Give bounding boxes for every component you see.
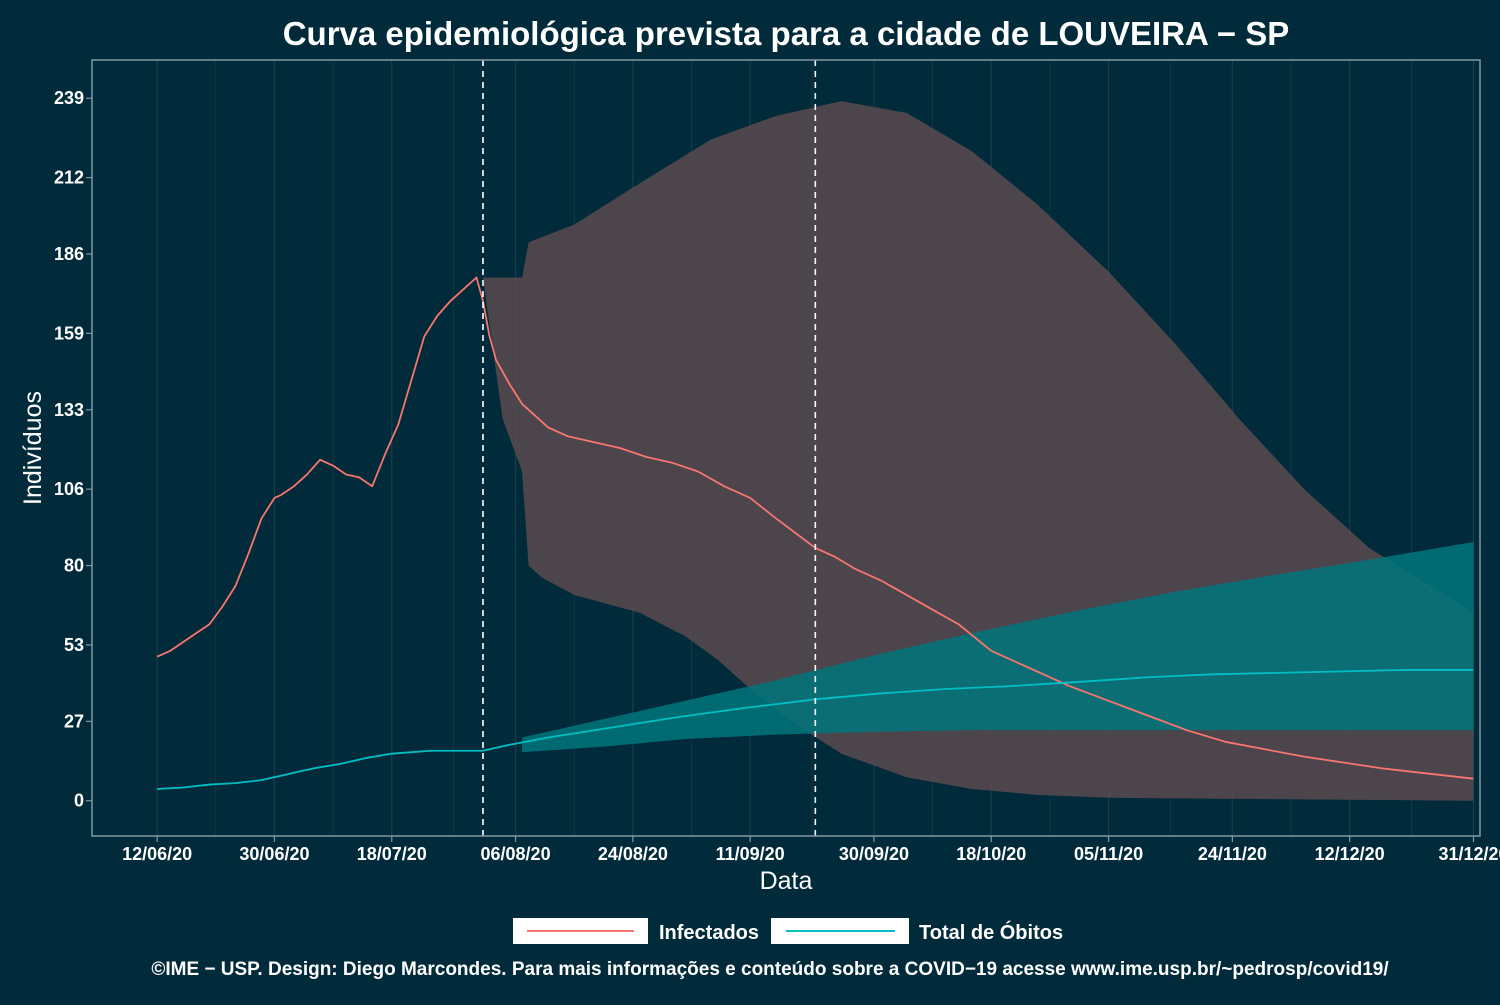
series-infectados-line: [156, 276, 1474, 780]
x-tick-label: 12/12/20: [1315, 844, 1385, 864]
x-tick-label: 30/09/20: [839, 844, 909, 864]
y-tick-label: 212: [54, 168, 84, 188]
legend-label-infectados: Infectados: [659, 922, 759, 944]
band-layer: [482, 101, 1474, 801]
y-axis-label: Indivíduos: [19, 391, 47, 505]
footer-credit: ©IME − USP. Design: Diego Marcondes. Par…: [151, 959, 1389, 980]
y-tick-label: 106: [54, 479, 84, 499]
x-tick-label: 05/11/20: [1074, 844, 1143, 864]
x-tick-label: 24/11/20: [1198, 844, 1267, 864]
x-tick-label: 24/08/20: [598, 844, 668, 864]
axis-layer: 0 27 53 80 106 133 159 186 212 239 12/06/20 30/06/2…: [54, 88, 1500, 864]
x-tick-label: 30/06/20: [239, 844, 309, 864]
series-obitos-line: [157, 669, 1474, 790]
legend-item-obitos: Total de Óbitos: [771, 918, 1063, 944]
panel-border: [91, 59, 1481, 837]
vline-layer: [482, 60, 817, 836]
x-tick-label: 18/07/20: [357, 844, 427, 864]
y-tick-label: 27: [64, 711, 84, 731]
legend-label-obitos: Total de Óbitos: [919, 920, 1063, 944]
y-tick-label: 159: [54, 323, 84, 343]
x-tick-label: 11/09/20: [716, 844, 785, 864]
x-tick-label: 06/08/20: [481, 844, 551, 864]
y-tick-label: 80: [64, 556, 84, 576]
y-tick-label: 0: [74, 791, 84, 811]
band-1: [522, 542, 1474, 753]
x-tick-label: 31/12/20: [1438, 844, 1500, 864]
legend: Infectados Total de Óbitos: [513, 918, 1063, 944]
x-tick-label: 18/10/20: [956, 844, 1026, 864]
x-axis-label: Data: [760, 867, 813, 895]
y-tick-label: 186: [54, 244, 84, 264]
series-layer: [156, 276, 1474, 790]
x-tick-label: 12/06/20: [122, 844, 192, 864]
y-tick-label: 239: [54, 88, 84, 108]
chart-title: Curva epidemiológica prevista para a cid…: [283, 15, 1290, 52]
y-tick-label: 133: [54, 400, 84, 420]
y-tick-label: 53: [64, 635, 84, 655]
legend-item-infectados: Infectados: [513, 918, 759, 944]
